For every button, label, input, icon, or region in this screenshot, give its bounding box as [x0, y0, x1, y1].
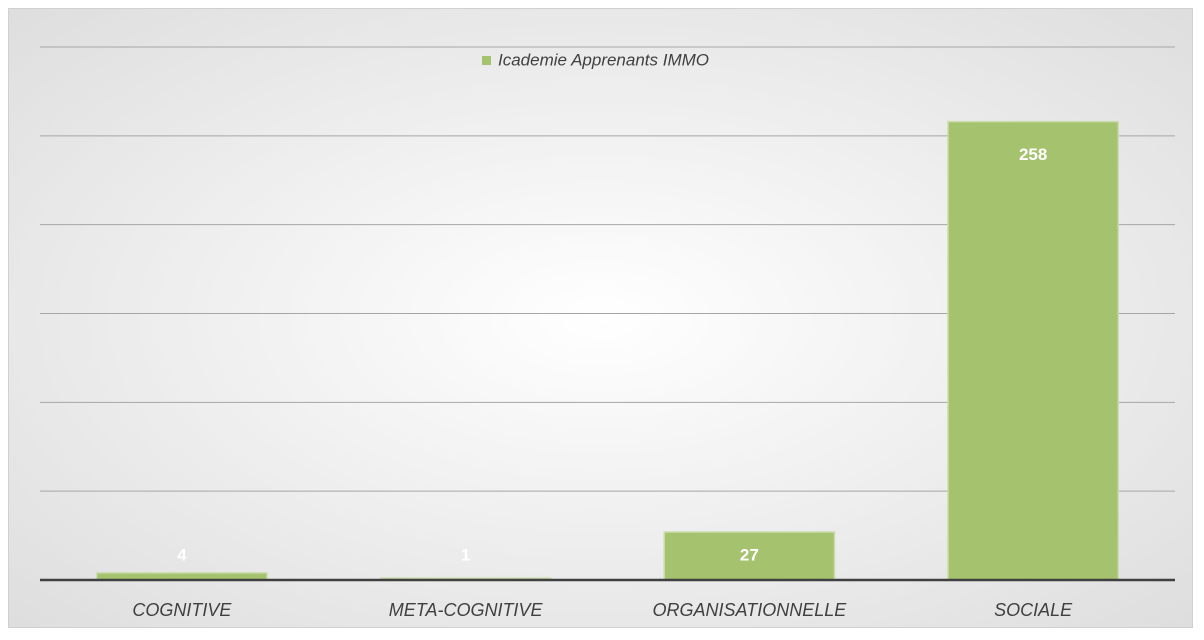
data-label: 1 — [461, 545, 470, 564]
data-label: 27 — [740, 545, 759, 564]
bar — [947, 120, 1119, 581]
x-tick-label: META-COGNITIVE — [389, 600, 544, 620]
legend-swatch — [482, 56, 491, 65]
bar — [663, 531, 836, 581]
x-tick-label: SOCIALE — [994, 600, 1073, 620]
data-label: 258 — [1019, 145, 1047, 164]
x-tick-label: ORGANISATIONNELLE — [653, 600, 848, 620]
data-label: 4 — [177, 545, 187, 564]
legend-label: Icademie Apprenants IMMO — [498, 50, 709, 69]
x-tick-label: COGNITIVE — [132, 600, 232, 620]
